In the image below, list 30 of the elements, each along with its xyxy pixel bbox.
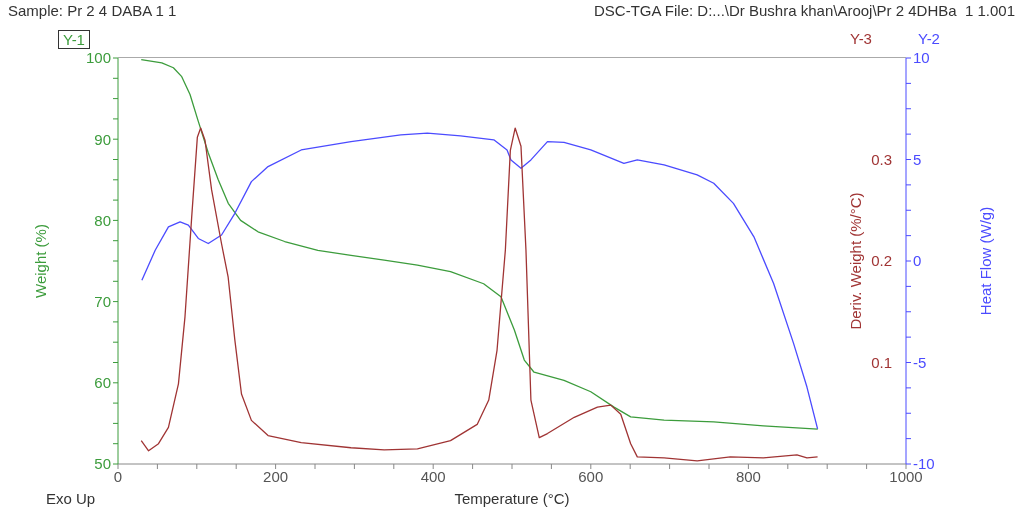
text: Y-1 [58,30,90,49]
y-tick-label: 100 [85,49,111,67]
y2-tick-label: 0 [913,252,922,270]
y-tick-label: 80 [94,211,111,229]
y3-tick-label: 0.2 [871,252,892,270]
y3-tick-label: 0.1 [871,353,892,371]
y3-axis-title: Deriv. Weight (%/°C) [846,192,864,330]
text: Y-3 [850,30,872,47]
y2-tick-label: -5 [913,353,927,371]
x-axis-title: Temperature (°C) [454,490,570,507]
y3-tick-label: 0.3 [871,150,892,168]
y-tick-label: 60 [94,374,111,392]
text: Y-2 [918,30,940,47]
y-tick-label: 90 [94,130,111,148]
x-tick-label: 800 [735,467,761,485]
y-tick-label: 50 [94,455,111,473]
y2-tick-label: 10 [913,49,930,67]
y2-tick-label: -10 [913,455,935,473]
line-series [140,58,819,430]
y-tick-label: 70 [94,292,111,310]
text: Exo Up [46,490,96,507]
chart-title: Sample: Pr 2 4 DABA 1 1 [8,2,177,19]
y2-axis-title: Heat Flow (W/g) [976,206,994,316]
chart-subtitle: DSC-TGA File: D:...\Dr Bushra khan\Arooj\Pr 2 4DHBa 1 1.001 [594,2,1015,19]
x-tick-label: 600 [578,467,604,485]
y2-tick-label: 5 [913,150,922,168]
y-axis-title: Weight (%) [31,224,49,298]
x-tick-label: 200 [263,467,289,485]
x-tick-label: 400 [420,467,446,485]
x-tick-label: 0 [113,467,123,485]
